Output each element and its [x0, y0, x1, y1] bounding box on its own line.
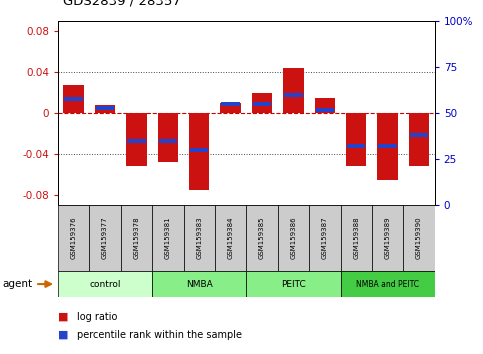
Text: GSM159386: GSM159386 [290, 217, 297, 259]
Bar [341, 271, 435, 297]
Bar [215, 205, 246, 271]
Text: GSM159390: GSM159390 [416, 217, 422, 259]
Bar [63, 85, 84, 113]
Bar [96, 106, 114, 110]
Bar [278, 205, 309, 271]
Bar [158, 139, 177, 143]
Text: GSM159387: GSM159387 [322, 217, 328, 259]
Text: NMBA: NMBA [186, 280, 213, 289]
Bar [190, 148, 209, 152]
Bar [252, 93, 272, 113]
Bar [377, 113, 398, 180]
Bar [378, 144, 397, 148]
Bar [157, 113, 178, 162]
Bar [152, 271, 246, 297]
Text: percentile rank within the sample: percentile rank within the sample [77, 330, 242, 339]
Bar [283, 68, 304, 113]
Text: GSM159376: GSM159376 [71, 217, 77, 259]
Bar [95, 105, 115, 113]
Text: PEITC: PEITC [281, 280, 306, 289]
Bar [127, 139, 146, 143]
Bar [410, 133, 428, 137]
Text: GSM159383: GSM159383 [196, 217, 202, 259]
Text: GSM159378: GSM159378 [133, 217, 140, 259]
Bar [314, 98, 335, 113]
Text: GSM159384: GSM159384 [227, 217, 234, 259]
Bar [184, 205, 215, 271]
Text: GSM159385: GSM159385 [259, 217, 265, 259]
Text: GSM159389: GSM159389 [384, 217, 391, 259]
Bar [64, 97, 83, 101]
Bar [121, 205, 152, 271]
Bar [189, 113, 210, 190]
Bar [372, 205, 403, 271]
Bar [347, 144, 366, 148]
Bar [341, 205, 372, 271]
Bar [309, 205, 341, 271]
Bar [346, 113, 367, 166]
Bar [403, 205, 435, 271]
Text: GSM159377: GSM159377 [102, 217, 108, 259]
Text: control: control [89, 280, 121, 289]
Bar [220, 103, 241, 113]
Text: agent: agent [2, 279, 32, 289]
Bar [409, 113, 429, 166]
Bar [284, 93, 303, 97]
Text: GSM159388: GSM159388 [353, 217, 359, 259]
Bar [246, 205, 278, 271]
Bar [58, 271, 152, 297]
Bar [221, 102, 240, 106]
Text: GDS2839 / 28357: GDS2839 / 28357 [63, 0, 181, 7]
Bar [58, 205, 89, 271]
Bar [89, 205, 121, 271]
Bar [152, 205, 184, 271]
Text: GSM159381: GSM159381 [165, 217, 171, 259]
Bar [315, 108, 334, 112]
Text: NMBA and PEITC: NMBA and PEITC [356, 280, 419, 289]
Text: ■: ■ [58, 312, 69, 322]
Bar [253, 102, 271, 106]
Text: log ratio: log ratio [77, 312, 118, 322]
Bar [246, 271, 341, 297]
Text: ■: ■ [58, 330, 69, 339]
Bar [126, 113, 147, 166]
